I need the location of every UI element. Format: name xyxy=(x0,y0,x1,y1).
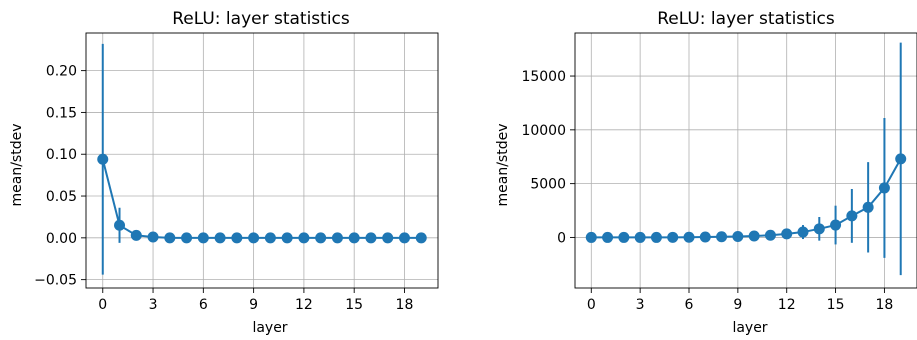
right-x-tick-label: 15 xyxy=(827,297,845,313)
right-plot-area: 0 3 6 9 12 15 18 0 5000 10000 15000 xyxy=(521,32,917,313)
left-y-axis-label: mean/stdev xyxy=(9,124,25,207)
left-data-point xyxy=(315,232,327,244)
left-y-tick-label: 0.00 xyxy=(46,231,77,247)
right-series-line xyxy=(591,158,902,239)
left-data-point xyxy=(214,232,226,244)
left-y-tick-label: 0.15 xyxy=(46,105,77,121)
right-data-point xyxy=(895,153,907,165)
right-plot-frame xyxy=(574,32,917,289)
left-x-tick-label: 0 xyxy=(98,297,107,313)
left-x-tick-label: 12 xyxy=(295,297,313,313)
right-data-point xyxy=(634,231,646,243)
left-chart-title: ReLU: layer statistics xyxy=(172,9,350,29)
left-data-point xyxy=(181,232,193,244)
right-x-tick-label: 6 xyxy=(685,297,694,313)
left-data-point xyxy=(147,231,159,243)
left-plot-area: 0 3 6 9 12 15 18 −0.05 0.00 0.05 0.10 0.15 0.20 xyxy=(34,32,439,313)
right-x-tick-label: 12 xyxy=(778,297,796,313)
left-data-point xyxy=(231,232,243,244)
left-series-line xyxy=(101,159,422,239)
right-x-tick-label: 3 xyxy=(636,297,645,313)
left-data-point xyxy=(97,153,109,165)
left-y-tick-label: 0.10 xyxy=(46,147,77,163)
right-data-point xyxy=(813,223,825,235)
right-chart-title: ReLU: layer statistics xyxy=(657,9,835,29)
right-y-tick-label: 10000 xyxy=(521,123,566,139)
left-data-point xyxy=(281,232,293,244)
right-data-point xyxy=(748,230,760,242)
left-data-point xyxy=(197,232,209,244)
left-data-point xyxy=(365,232,377,244)
left-x-tick-label: 9 xyxy=(249,297,258,313)
left-x-tick-label: 15 xyxy=(345,297,363,313)
right-data-point xyxy=(716,231,728,243)
right-data-point xyxy=(878,182,890,194)
right-data-point xyxy=(797,226,809,238)
left-chart: 0 3 6 9 12 15 18 −0.05 0.00 0.05 0.10 0.15 0.20 ReLU… xyxy=(9,9,439,336)
right-data-point xyxy=(618,231,630,243)
right-x-axis-label: layer xyxy=(732,320,767,336)
left-y-tick-label: 0.05 xyxy=(46,189,77,205)
right-chart: 0 3 6 9 12 15 18 0 5000 10000 15000 ReLU: layer st… xyxy=(495,9,917,336)
left-x-tick-label: 6 xyxy=(199,297,208,313)
left-data-point xyxy=(130,229,142,241)
right-x-tick-label: 18 xyxy=(876,297,894,313)
left-data-point xyxy=(114,219,126,231)
right-x-tick-label: 9 xyxy=(733,297,742,313)
right-y-axis-label: mean/stdev xyxy=(495,124,511,207)
right-data-point xyxy=(667,231,679,243)
right-x-tick-label: 0 xyxy=(587,297,596,313)
left-data-point xyxy=(348,232,360,244)
left-plot-frame xyxy=(85,32,439,289)
right-y-tick-label: 15000 xyxy=(521,69,566,85)
left-x-tick-label: 3 xyxy=(149,297,158,313)
right-data-point xyxy=(846,210,858,222)
right-data-point xyxy=(650,231,662,243)
left-data-point xyxy=(398,232,410,244)
left-x-axis-label: layer xyxy=(252,320,287,336)
left-data-point xyxy=(248,232,260,244)
left-y-tick-label: 0.20 xyxy=(46,64,77,80)
left-y-tick-label: −0.05 xyxy=(34,273,77,289)
right-data-point xyxy=(781,228,793,240)
left-x-tick-label: 18 xyxy=(396,297,414,313)
left-data-point xyxy=(298,232,310,244)
left-data-point xyxy=(331,232,343,244)
right-y-tick-label: 5000 xyxy=(530,177,566,193)
left-data-point xyxy=(415,232,427,244)
left-data-point xyxy=(382,232,394,244)
right-data-point xyxy=(602,231,614,243)
left-data-point xyxy=(164,232,176,244)
right-data-point xyxy=(585,231,597,243)
right-data-point xyxy=(764,229,776,241)
left-data-point xyxy=(264,232,276,244)
right-data-point xyxy=(683,231,695,243)
right-data-point xyxy=(699,231,711,243)
right-data-point xyxy=(830,219,842,231)
right-data-point xyxy=(862,201,874,213)
right-y-tick-label: 0 xyxy=(557,230,566,246)
right-data-point xyxy=(732,230,744,242)
